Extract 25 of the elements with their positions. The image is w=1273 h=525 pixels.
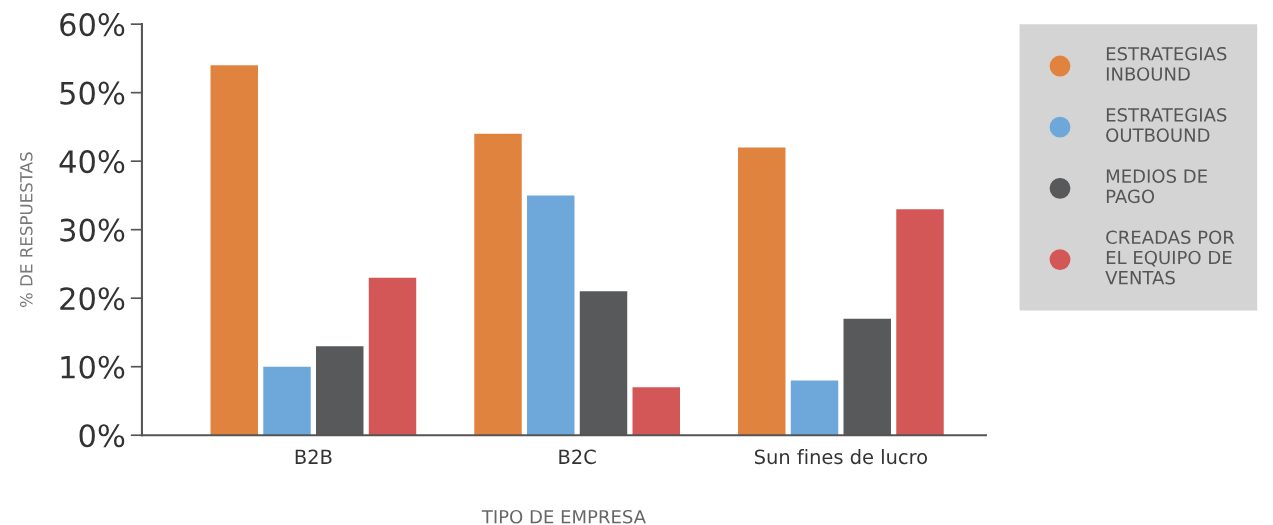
y-tick-label: 20% (60, 287, 125, 311)
bar (474, 133, 522, 436)
y-tick-label: 10% (61, 355, 125, 379)
y-tick-label: 50% (60, 81, 125, 105)
legend-label: CREADAS POR EL EQUIPO DE VENTAS (1105, 230, 1235, 285)
y-tick-label: 0% (79, 424, 125, 448)
legend-label: ESTRATEGIAS INBOUND (1106, 46, 1227, 81)
bar (263, 366, 311, 436)
legend-label: ESTRATEGIAS OUTBOUND (1106, 108, 1227, 142)
x-tick-label: Sun fines de lucro (754, 449, 927, 465)
bar (527, 195, 575, 436)
y-tick-label: 60% (60, 13, 125, 37)
bar (896, 209, 944, 436)
y-tick-label: 40% (59, 150, 125, 174)
y-axis-title: % DE RESPUESTAS (19, 152, 33, 308)
bar (368, 277, 417, 436)
x-axis-title: TIPO DE EMPRESA (481, 509, 646, 524)
y-tick-label: 30% (60, 218, 125, 242)
bar (632, 387, 680, 436)
bar (790, 380, 839, 436)
legend-label: MEDIOS DE PAGO (1106, 169, 1207, 204)
bar (738, 147, 786, 436)
x-tick-label: B2C (559, 449, 596, 465)
bar (210, 65, 258, 436)
x-tick-label: B2B (295, 449, 332, 464)
